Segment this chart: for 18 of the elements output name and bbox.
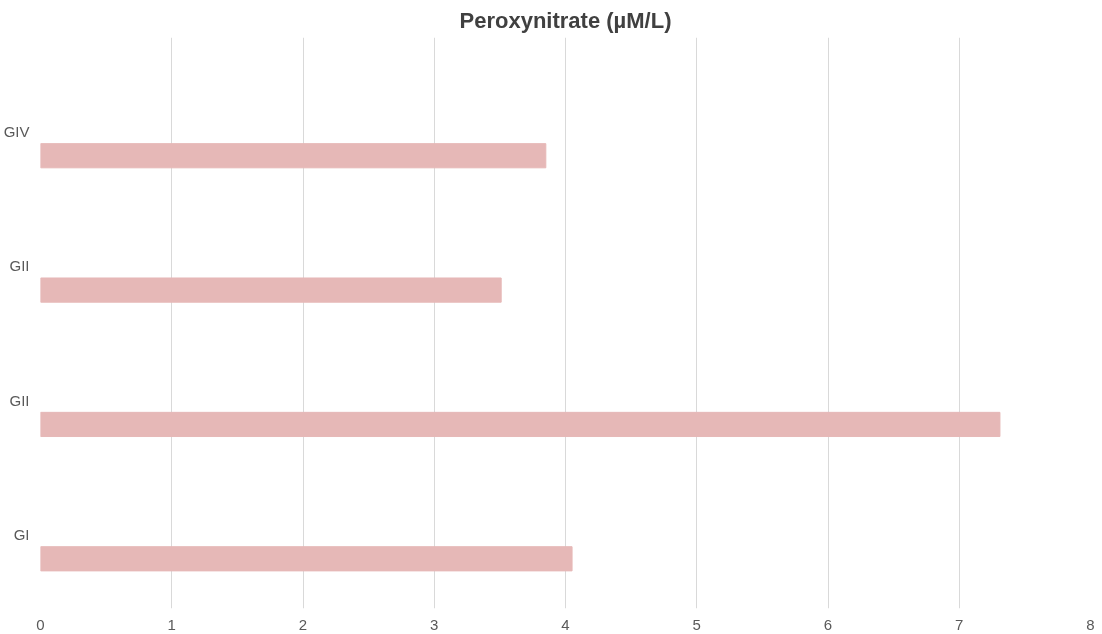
- y-tick-label: GI: [13, 526, 30, 544]
- bar: [40, 143, 547, 169]
- x-tick-label: 3: [430, 615, 439, 633]
- bar: [40, 546, 573, 572]
- bar: [40, 277, 502, 303]
- x-tick-label: 8: [1086, 615, 1095, 633]
- x-tick-label: 0: [36, 615, 45, 633]
- y-tick-label: GII: [9, 257, 30, 275]
- x-tick-label: 7: [955, 615, 964, 633]
- x-tick-label: 1: [167, 615, 176, 633]
- x-tick-label: 6: [823, 615, 833, 633]
- chart-title: Peroxynitrate (µM/L): [459, 7, 672, 33]
- x-tick-label: 5: [692, 615, 701, 633]
- x-tick-label: 4: [561, 615, 570, 633]
- y-tick-label: GIV: [3, 123, 30, 141]
- y-tick-label: GII: [9, 391, 30, 409]
- bar: [40, 411, 1001, 438]
- x-tick-label: 2: [298, 615, 308, 633]
